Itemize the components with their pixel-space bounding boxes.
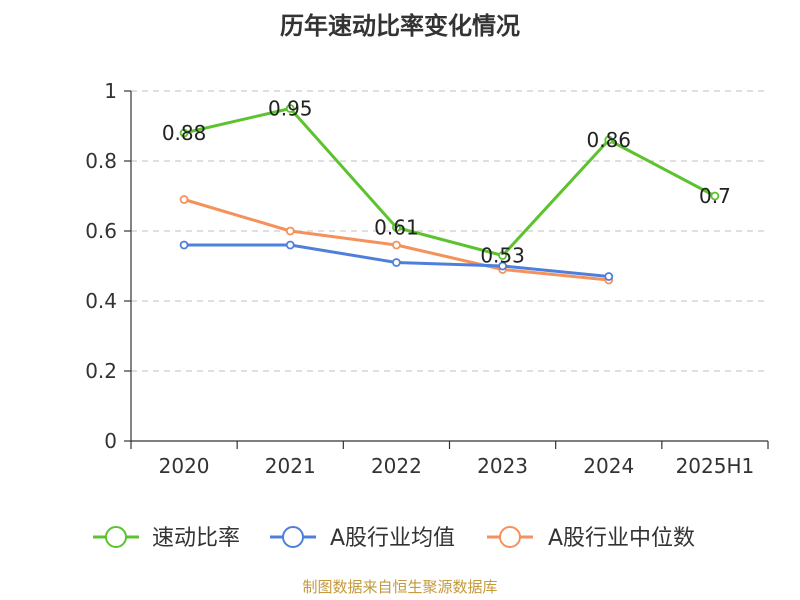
data-point — [392, 223, 401, 232]
grid-lines — [131, 90, 768, 372]
data-point — [392, 258, 401, 267]
y-tick-label: 0 — [104, 429, 117, 453]
data-point — [285, 240, 295, 250]
data-label: 0.53 — [480, 244, 525, 268]
x-tick-label: 2024 — [583, 454, 634, 478]
data-point — [604, 135, 614, 145]
chart-title: 历年速动比率变化情况 — [280, 12, 520, 40]
data-label: 0.7 — [699, 184, 731, 208]
y-tick-label: 0.4 — [85, 289, 117, 313]
axes: 0 0.2 0.4 0.6 0.8 1 2020 2021 2022 2023 2024 2025H1 — [85, 79, 769, 478]
x-tick-label: 2020 — [159, 454, 210, 478]
data-point — [179, 240, 189, 250]
legend-label: 速动比率 — [152, 526, 240, 551]
data-point — [285, 226, 295, 236]
x-tick-label: 2023 — [477, 454, 528, 478]
x-tick-label: 2021 — [265, 454, 316, 478]
data-point — [498, 251, 507, 260]
series-line-0 — [183, 107, 716, 257]
series-line-2 — [183, 198, 609, 282]
y-tick-label: 0.8 — [85, 149, 117, 173]
x-tick-label: 2025H1 — [676, 454, 755, 478]
data-point — [179, 195, 189, 204]
data-point — [710, 191, 720, 201]
data-labels: 0.88 0.95 0.61 0.53 0.86 0.7 — [162, 97, 731, 268]
legend-label: A股行业中位数 — [548, 526, 695, 551]
data-point — [498, 261, 507, 271]
data-label: 0.95 — [268, 97, 313, 121]
legend-marker — [499, 526, 521, 548]
data-point — [392, 240, 401, 250]
x-tick-label: 2022 — [371, 454, 422, 478]
y-tick-label: 0.6 — [85, 219, 117, 243]
legend: 速动比率 A股行业均值 A股行业中位数 — [93, 526, 695, 551]
legend-marker — [105, 526, 127, 548]
legend-marker — [282, 526, 304, 548]
data-label: 0.86 — [586, 128, 631, 152]
data-label: 0.88 — [162, 121, 207, 145]
data-label: 0.61 — [374, 216, 419, 240]
data-point — [285, 104, 295, 113]
data-point — [604, 272, 614, 281]
source-note: 制图数据来自恒生聚源数据库 — [302, 578, 498, 596]
series-lines — [179, 104, 720, 285]
y-tick-label: 0.2 — [85, 359, 117, 383]
y-tick-label: 1 — [104, 79, 117, 103]
data-point — [179, 128, 189, 138]
legend-label: A股行业均值 — [330, 526, 455, 551]
